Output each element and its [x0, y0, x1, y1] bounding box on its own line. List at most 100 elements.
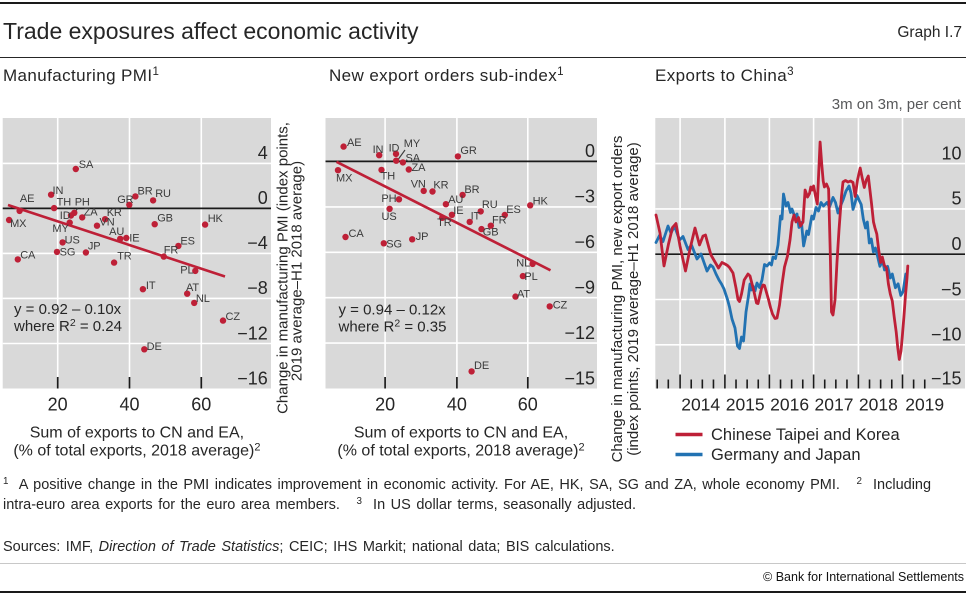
- svg-text:DE: DE: [147, 341, 162, 353]
- svg-text:RU: RU: [155, 188, 171, 200]
- svg-text:ZA: ZA: [84, 207, 99, 219]
- svg-text:MX: MX: [10, 218, 27, 230]
- svg-text:FR: FR: [492, 215, 507, 227]
- svg-text:ZA: ZA: [412, 162, 427, 174]
- svg-text:AT: AT: [517, 289, 530, 301]
- svg-text:y = 0.92 – 0.10x: y = 0.92 – 0.10x: [14, 301, 122, 318]
- svg-text:HK: HK: [533, 196, 549, 208]
- svg-text:ES: ES: [506, 204, 520, 216]
- svg-text:−10: −10: [931, 325, 962, 345]
- svg-text:CA: CA: [20, 250, 36, 262]
- svg-text:ES: ES: [180, 235, 194, 247]
- svg-text:IT: IT: [471, 210, 481, 222]
- svg-text:SG: SG: [386, 239, 402, 251]
- svg-text:20: 20: [375, 395, 395, 415]
- svg-text:IE: IE: [129, 232, 139, 244]
- svg-text:y = 0.94 – 0.12x: y = 0.94 – 0.12x: [339, 302, 447, 319]
- svg-text:KR: KR: [107, 207, 122, 219]
- svg-text:KR: KR: [433, 179, 448, 191]
- svg-text:JP: JP: [416, 231, 429, 243]
- svg-text:2019: 2019: [905, 395, 944, 415]
- svg-text:−6: −6: [574, 232, 595, 252]
- svg-text:Change in manufacturing PMI (i: Change in manufacturing PMI (index point…: [275, 122, 292, 414]
- svg-text:RU: RU: [482, 199, 498, 211]
- svg-text:40: 40: [119, 395, 139, 415]
- svg-text:JP: JP: [88, 240, 101, 252]
- svg-text:MY: MY: [52, 223, 69, 235]
- svg-text:2015: 2015: [726, 395, 765, 415]
- svg-text:2018: 2018: [859, 395, 898, 415]
- svg-text:−4: −4: [247, 233, 268, 253]
- svg-text:HK: HK: [208, 213, 224, 225]
- svg-text:TH: TH: [57, 196, 72, 208]
- svg-text:IE: IE: [453, 205, 463, 217]
- svg-text:TR: TR: [437, 217, 452, 229]
- svg-text:MY: MY: [404, 138, 421, 150]
- svg-text:−15: −15: [564, 368, 595, 388]
- svg-text:VN: VN: [100, 217, 115, 229]
- svg-text:−15: −15: [931, 368, 962, 388]
- svg-text:Chinese Taipei and Korea: Chinese Taipei and Korea: [711, 426, 900, 444]
- svg-text:GR: GR: [117, 194, 133, 206]
- svg-text:NL: NL: [516, 257, 530, 269]
- svg-text:AE: AE: [347, 137, 361, 149]
- svg-text:4: 4: [258, 143, 268, 163]
- svg-text:0: 0: [585, 141, 595, 161]
- svg-text:AT: AT: [186, 282, 199, 294]
- svg-text:MX: MX: [336, 173, 353, 185]
- svg-text:−12: −12: [237, 323, 268, 343]
- svg-text:60: 60: [518, 395, 538, 415]
- svg-text:GB: GB: [157, 213, 173, 225]
- svg-text:AU: AU: [109, 226, 124, 238]
- svg-text:−3: −3: [574, 187, 595, 207]
- svg-text:DE: DE: [474, 360, 489, 372]
- svg-text:NL: NL: [196, 293, 210, 305]
- svg-text:ID: ID: [389, 143, 400, 155]
- svg-text:Sum of exports to CN and EA,: Sum of exports to CN and EA,: [354, 425, 568, 442]
- svg-text:IT: IT: [146, 280, 156, 292]
- svg-text:TH: TH: [381, 170, 396, 182]
- svg-text:(% of total exports, 2018 aver: (% of total exports, 2018 average)2: [337, 442, 584, 460]
- svg-text:GB: GB: [483, 226, 499, 238]
- svg-text:2019 average–H1 2018 average): 2019 average–H1 2018 average): [289, 161, 306, 381]
- svg-text:IN: IN: [53, 185, 64, 197]
- svg-text:AE: AE: [20, 193, 34, 205]
- svg-text:PL: PL: [180, 265, 193, 277]
- svg-text:−16: −16: [237, 368, 268, 388]
- svg-text:SA: SA: [79, 159, 94, 171]
- svg-text:−5: −5: [941, 279, 962, 299]
- svg-text:5: 5: [951, 189, 961, 209]
- svg-text:2017: 2017: [815, 395, 854, 415]
- svg-text:40: 40: [447, 395, 467, 415]
- svg-text:US: US: [382, 211, 397, 223]
- svg-text:−12: −12: [564, 323, 595, 343]
- svg-text:AU: AU: [448, 194, 463, 206]
- svg-text:(index points, 2019 average–H1: (index points, 2019 average–H1 2018 aver…: [625, 142, 642, 456]
- svg-text:SG: SG: [60, 247, 76, 259]
- svg-text:PH: PH: [381, 193, 396, 205]
- svg-text:BR: BR: [138, 186, 153, 198]
- svg-text:2016: 2016: [770, 395, 809, 415]
- svg-text:where R2 = 0.24: where R2 = 0.24: [13, 317, 122, 335]
- svg-text:−9: −9: [574, 278, 595, 298]
- svg-text:20: 20: [48, 395, 68, 415]
- svg-text:Sum of exports to CN and EA,: Sum of exports to CN and EA,: [30, 425, 244, 442]
- svg-text:GR: GR: [460, 145, 476, 157]
- svg-text:PH: PH: [75, 196, 90, 208]
- svg-text:60: 60: [191, 395, 211, 415]
- svg-text:IN: IN: [373, 144, 384, 156]
- svg-text:−8: −8: [247, 278, 268, 298]
- svg-text:Change in manufacturing PMI, n: Change in manufacturing PMI, new export …: [609, 136, 626, 463]
- svg-text:VN: VN: [411, 179, 426, 191]
- svg-text:TR: TR: [117, 251, 132, 263]
- svg-text:10: 10: [941, 143, 961, 163]
- svg-text:CZ: CZ: [226, 311, 241, 323]
- svg-text:where R2 = 0.35: where R2 = 0.35: [338, 318, 447, 336]
- svg-text:0: 0: [951, 234, 961, 254]
- svg-text:2014: 2014: [681, 395, 720, 415]
- svg-text:0: 0: [258, 188, 268, 208]
- svg-text:CZ: CZ: [553, 300, 568, 312]
- svg-text:US: US: [65, 234, 80, 246]
- svg-text:PL: PL: [524, 271, 537, 283]
- svg-text:CA: CA: [349, 228, 365, 240]
